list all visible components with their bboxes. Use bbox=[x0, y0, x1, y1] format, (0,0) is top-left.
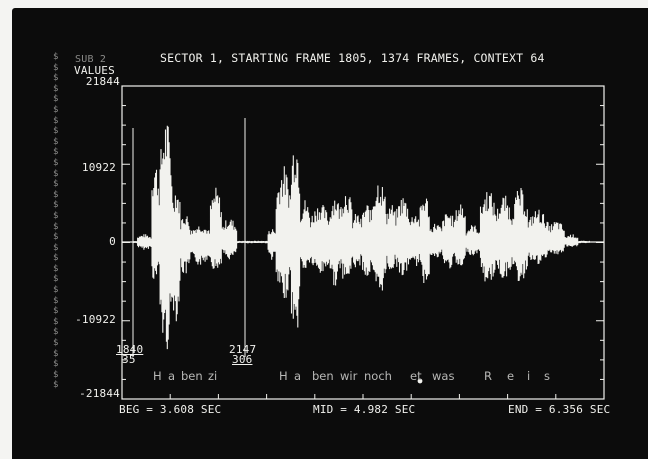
y-tick-low: -10922 bbox=[75, 313, 116, 326]
time-mid-label: MID = 4.982 SEC bbox=[313, 403, 416, 416]
cursor-1-frame: 1840 bbox=[116, 343, 144, 356]
transcription-segment: et bbox=[410, 369, 422, 383]
y-axis-label: VALUES bbox=[74, 64, 115, 77]
left-margin-marks: $ $ $ $ $ $ $ $ $ $ $ $ $ $ $ $ $ $ $ $ … bbox=[53, 52, 59, 391]
y-tick-max: 21844 bbox=[85, 75, 120, 88]
y-tick-high: 10922 bbox=[81, 161, 116, 174]
transcription-segment: noch bbox=[364, 369, 392, 383]
transcription-segment: e bbox=[507, 369, 515, 383]
transcription-segment: a bbox=[294, 369, 302, 383]
transcription-segment: H bbox=[153, 369, 162, 383]
y-tick-zero: 0 bbox=[109, 235, 116, 248]
pointer-marker bbox=[417, 378, 423, 384]
cursor-1-offset: 35 bbox=[122, 353, 136, 366]
y-axis-sublabel: SUB 2 bbox=[75, 54, 107, 65]
transcription-segment: s bbox=[544, 369, 550, 383]
audio-waveform-trace bbox=[133, 125, 590, 350]
cursor-2-frame: 2147 bbox=[229, 343, 257, 356]
transcription-segment: zi bbox=[208, 369, 218, 383]
cursor-2-offset: 306 bbox=[232, 353, 253, 366]
transcription-segment: a bbox=[168, 369, 176, 383]
time-begin-label: BEG = 3.608 SEC bbox=[119, 403, 222, 416]
transcription-segment: was bbox=[432, 369, 455, 383]
transcription-segment: ben bbox=[181, 369, 203, 383]
transcription-segment: wir bbox=[340, 369, 358, 383]
plot-title: SECTOR 1, STARTING FRAME 1805, 1374 FRAM… bbox=[160, 51, 545, 65]
transcription-segment: H bbox=[279, 369, 288, 383]
transcription-segment: R bbox=[484, 369, 492, 383]
y-tick-min: -21844 bbox=[79, 387, 120, 400]
transcription-segment: i bbox=[527, 369, 531, 383]
time-end-label: END = 6.356 SEC bbox=[508, 403, 611, 416]
transcription-segment: ben bbox=[312, 369, 334, 383]
